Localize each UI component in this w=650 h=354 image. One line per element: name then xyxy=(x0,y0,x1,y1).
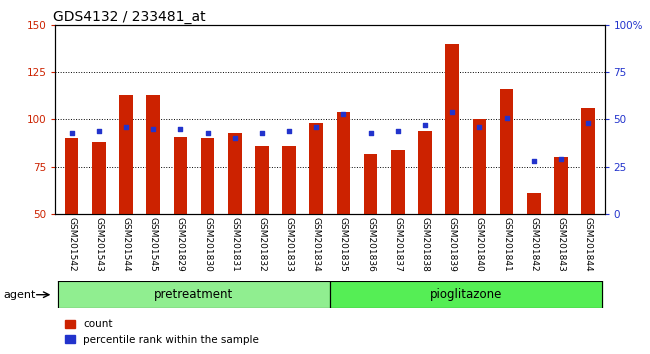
Text: GSM201543: GSM201543 xyxy=(94,217,103,272)
Text: GSM201542: GSM201542 xyxy=(67,217,76,272)
Bar xyxy=(445,44,459,214)
Legend: count, percentile rank within the sample: count, percentile rank within the sample xyxy=(60,315,263,349)
Bar xyxy=(473,119,486,214)
Text: GSM201834: GSM201834 xyxy=(312,217,321,272)
Point xyxy=(121,124,131,130)
Text: GSM201844: GSM201844 xyxy=(584,217,593,272)
Bar xyxy=(119,95,133,214)
Text: GSM201835: GSM201835 xyxy=(339,217,348,272)
Text: agent: agent xyxy=(3,290,36,300)
Text: GSM201833: GSM201833 xyxy=(285,217,294,272)
Text: GSM201830: GSM201830 xyxy=(203,217,212,272)
Text: GSM201839: GSM201839 xyxy=(448,217,457,272)
Point xyxy=(338,111,348,116)
Bar xyxy=(255,146,268,214)
Text: pretreatment: pretreatment xyxy=(154,288,233,301)
Text: GSM201829: GSM201829 xyxy=(176,217,185,272)
Text: GSM201841: GSM201841 xyxy=(502,217,511,272)
Text: GSM201837: GSM201837 xyxy=(393,217,402,272)
Point xyxy=(311,124,322,130)
Text: GSM201832: GSM201832 xyxy=(257,217,266,272)
Point xyxy=(94,128,104,134)
Bar xyxy=(174,137,187,214)
Text: GSM201840: GSM201840 xyxy=(475,217,484,272)
Text: GSM201843: GSM201843 xyxy=(556,217,566,272)
Text: GSM201545: GSM201545 xyxy=(149,217,158,272)
Text: GSM201831: GSM201831 xyxy=(230,217,239,272)
Bar xyxy=(554,157,568,214)
Point xyxy=(365,130,376,136)
Bar xyxy=(330,281,602,308)
Bar xyxy=(282,146,296,214)
Point xyxy=(501,115,512,120)
Point xyxy=(66,130,77,136)
Text: GSM201836: GSM201836 xyxy=(366,217,375,272)
Point xyxy=(202,130,213,136)
Bar xyxy=(58,281,330,308)
Bar xyxy=(228,133,242,214)
Bar xyxy=(527,193,541,214)
Bar xyxy=(309,123,323,214)
Bar xyxy=(364,154,378,214)
Point xyxy=(474,124,485,130)
Point xyxy=(257,130,267,136)
Text: pioglitazone: pioglitazone xyxy=(430,288,502,301)
Point xyxy=(229,136,240,141)
Point xyxy=(393,128,403,134)
Text: GDS4132 / 233481_at: GDS4132 / 233481_at xyxy=(53,10,205,24)
Text: GSM201842: GSM201842 xyxy=(529,217,538,272)
Bar xyxy=(337,112,350,214)
Bar xyxy=(500,89,514,214)
Bar xyxy=(391,150,405,214)
Point xyxy=(447,109,458,115)
Bar xyxy=(581,108,595,214)
Point xyxy=(284,128,294,134)
Bar xyxy=(92,142,105,214)
Point xyxy=(583,120,593,126)
Point xyxy=(420,122,430,128)
Point xyxy=(148,126,159,132)
Point xyxy=(528,158,539,164)
Text: GSM201838: GSM201838 xyxy=(421,217,430,272)
Bar xyxy=(146,95,160,214)
Bar xyxy=(418,131,432,214)
Point xyxy=(175,126,185,132)
Point xyxy=(556,156,566,162)
Text: GSM201544: GSM201544 xyxy=(122,217,131,272)
Bar xyxy=(65,138,79,214)
Bar xyxy=(201,138,214,214)
